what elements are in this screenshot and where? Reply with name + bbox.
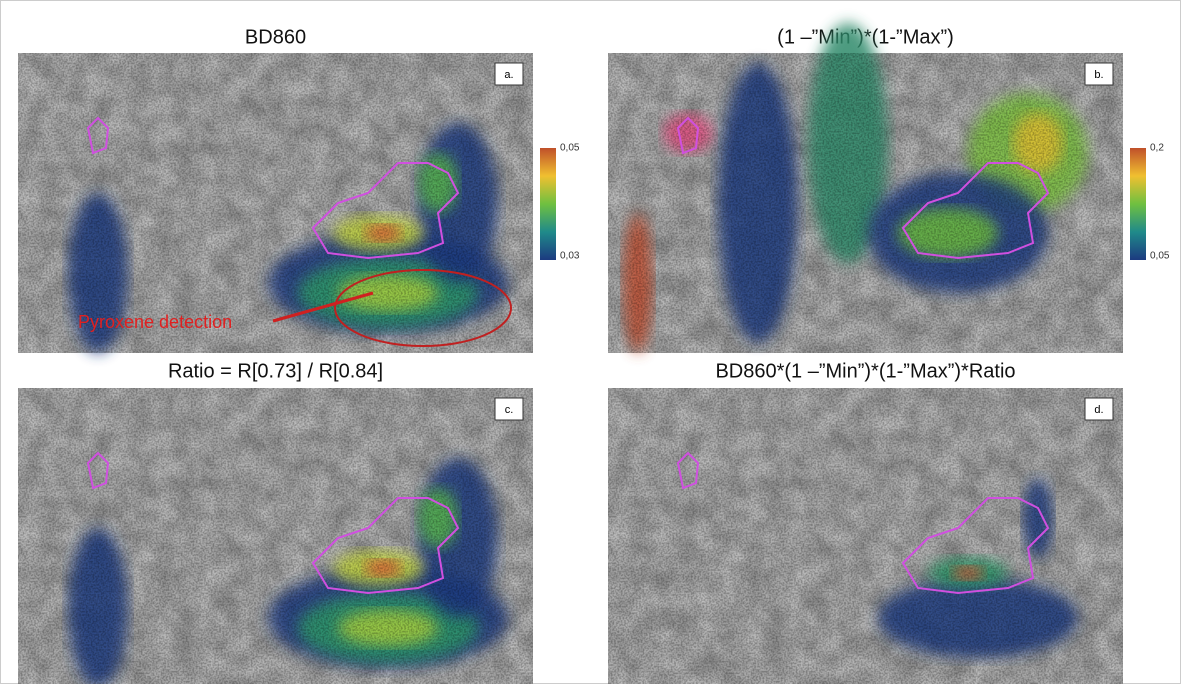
- map-panel: b.: [608, 23, 1123, 353]
- colorbar: [540, 148, 556, 260]
- speckle: [18, 53, 533, 353]
- colorbar-min: 0,03: [560, 251, 580, 262]
- colorbar-min: 0,05: [1150, 251, 1170, 262]
- panel-letter: b.: [1094, 69, 1103, 81]
- panel-letter: d.: [1094, 404, 1103, 416]
- map-panel: c.: [18, 388, 533, 684]
- figure: BD860a.Pyroxene detection0,050,03(1 –”Mi…: [0, 0, 1181, 684]
- speckle: [608, 53, 1123, 353]
- speckle: [608, 388, 1123, 684]
- panel-letter: c.: [505, 404, 514, 416]
- panel-title: BD860*(1 –”Min”)*(1-”Max”)*Ratio: [715, 360, 1015, 382]
- colorbar-max: 0,05: [560, 143, 580, 154]
- panel-title: Ratio = R[0.73] / R[0.84]: [168, 360, 383, 382]
- speckle: [18, 388, 533, 684]
- panel-title: BD860: [245, 26, 306, 48]
- colorbar-max: 0,2: [1150, 143, 1164, 154]
- colorbar: [1130, 148, 1146, 260]
- annotation-text: Pyroxene detection: [78, 312, 232, 332]
- panel-letter: a.: [504, 69, 513, 81]
- map-panel: a. Pyroxene detection: [18, 53, 533, 353]
- map-panel: d.: [608, 388, 1123, 684]
